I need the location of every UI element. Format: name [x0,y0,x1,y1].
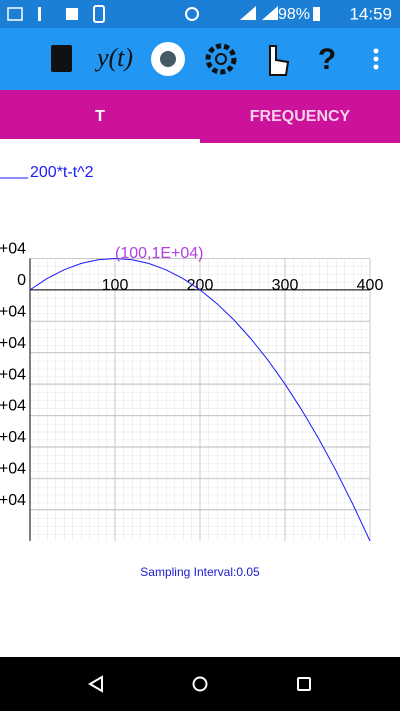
y-tick-label: 1E+04 [0,241,26,258]
tab-indicator [0,139,200,143]
tab[interactable]: T [95,108,105,125]
y-tick-label: -5E+04 [0,429,26,446]
status-icons [7,5,278,23]
y-tick-label: -6E+04 [0,460,26,477]
y-tick-label: -1E+04 [0,303,26,320]
back-button[interactable] [88,675,103,693]
notes-button[interactable] [51,45,72,72]
help-button[interactable]: ? [318,43,336,76]
status-bar [0,0,400,28]
plot: 1E+04 0 -1E+04 -2E+04 -3E+04 -4E+04 -5E+04 -6E+… [0,164,384,542]
touch-button[interactable] [269,45,290,76]
legend-label: 200*t-t^2 [30,164,94,181]
annotation: (100,1E+04) [115,245,204,262]
x-tick-label: 400 [357,277,384,294]
home-button[interactable] [192,676,208,692]
battery-icon [313,7,320,21]
function-button[interactable]: y(t) [94,43,133,72]
sampling-interval: Sampling Interval:0.05 [140,565,260,579]
clock: 14:59 [349,4,392,23]
tab-bar [0,90,400,143]
y-tick-label: 0 [17,272,26,289]
y-tick-label: -4E+04 [0,398,26,415]
battery: 98% [278,6,310,23]
settings-button[interactable] [205,43,237,75]
x-tick-label: 300 [272,277,299,294]
y-tick-label: -2E+04 [0,335,26,352]
nav-bar [0,657,400,711]
line-series [29,257,371,542]
menu-button[interactable] [373,48,379,70]
x-tick-label: 200 [187,277,214,294]
tab[interactable]: FREQUENCY [250,108,351,125]
y-tick-label: -3E+04 [0,366,26,383]
x-tick-label: 100 [102,277,129,294]
recents-button[interactable] [297,677,311,691]
y-tick-label: -7E+04 [0,492,26,509]
view-button[interactable] [151,42,185,76]
